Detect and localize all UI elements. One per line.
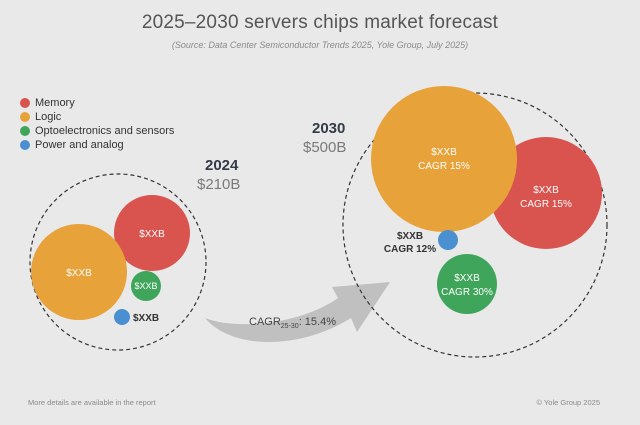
arrow-cagr-value: : 15.4% [299,316,337,328]
legend-label-logic: Logic [35,111,62,123]
bubble-2030-power: $XXB CAGR 12% [384,230,458,255]
bubble-2030-memory-cagr: CAGR 15% [520,199,572,210]
bubble-2030-logic-label: $XXB [431,147,457,158]
bubble-2030-logic-cagr: CAGR 15% [418,161,470,172]
bubble-2030-power-label: $XXB [397,231,423,242]
bubble-2030-opto-label: $XXB [454,273,480,284]
arrow-cagr-label: CAGR25-30: 15.4% [249,316,336,330]
bubble-2024-memory: $XXB [114,195,190,271]
group-2030-boundary [342,92,608,358]
legend-dot-opto [20,126,30,136]
bubble-2024-memory-label: $XXB [139,229,165,240]
total-2030: $500B [303,139,347,156]
group-2024-boundary [29,173,207,351]
bubble-2024-logic: $XXB [31,224,127,320]
bubble-2030-logic: $XXB CAGR 15% [371,86,517,232]
bubble-2030-memory-label: $XXB [533,185,559,196]
bubble-2024-power-label: $XXB [133,313,159,324]
bubble-2024-opto-label: $XXB [134,281,157,291]
bubble-2024-logic-label: $XXB [66,268,92,279]
legend-label-opto: Optoelectronics and sensors [35,125,175,137]
legend-item-power: Power and analog [20,138,174,152]
footer-copyright: © Yole Group 2025 [536,398,601,407]
legend: Memory Logic Optoelectronics and sensors… [20,96,174,152]
bubble-2024-opto: $XXB [131,271,161,301]
chart-subtitle: (Source: Data Center Semiconductor Trend… [171,40,469,50]
legend-dot-power [20,140,30,150]
legend-dot-memory [20,98,30,108]
legend-item-opto: Optoelectronics and sensors [20,124,174,138]
year-2030: 2030 [312,120,346,137]
legend-item-logic: Logic [20,110,174,124]
bubble-2024-power: $XXB [114,309,159,325]
legend-dot-logic [20,112,30,122]
arrow-cagr-prefix: CAGR [249,316,281,328]
chart-title: 2025–2030 servers chips market forecast [141,12,499,33]
bubble-2030-opto: $XXB CAGR 30% [437,254,497,314]
growth-arrow [205,282,390,342]
arrow-cagr-subscript: 25-30 [281,323,299,330]
year-2024: 2024 [205,157,239,174]
legend-label-memory: Memory [35,97,75,109]
legend-label-power: Power and analog [35,139,124,151]
footer-note: More details are available in the report [28,398,156,407]
bubble-2030-memory: $XXB CAGR 15% [490,137,602,249]
bubble-2030-power-cagr: CAGR 12% [384,244,436,255]
legend-item-memory: Memory [20,96,174,110]
total-2024: $210B [197,176,241,193]
bubble-2030-opto-cagr: CAGR 30% [441,287,493,298]
